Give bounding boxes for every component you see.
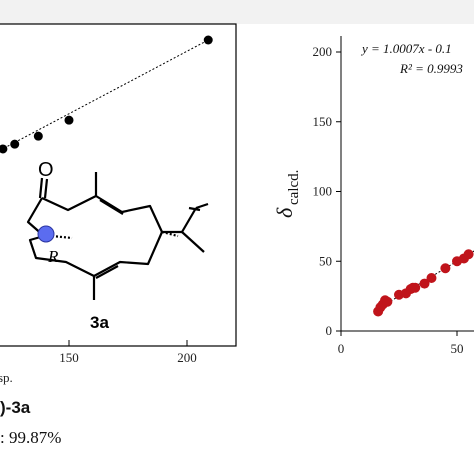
right-data-point [419, 278, 430, 289]
right-y-tick-label: 200 [313, 44, 333, 59]
left-x-tick-label: 200 [177, 350, 197, 365]
ring-top-right [95, 195, 163, 233]
ylabel-symbol: δ [272, 207, 297, 218]
left-x-tick-label: 150 [59, 350, 79, 365]
right-data-point [382, 296, 393, 307]
right-x-tick-label: 0 [338, 341, 345, 356]
isopropenyl-double [195, 202, 209, 210]
caption-line-2: : 99.87% [0, 428, 62, 447]
left-panel: 150 200 sp. O R 3a [0, 23, 237, 385]
right-y-tick-label: 0 [326, 323, 333, 338]
stereocenter-marker [37, 225, 55, 243]
right-x-tick-label: 50 [451, 341, 464, 356]
regression-equation: y = 1.0007x - 0.1 [360, 41, 452, 56]
left-data-point [33, 131, 43, 141]
left-points [0, 35, 213, 154]
right-points [373, 249, 474, 317]
r-squared: R² = 0.9993 [399, 61, 463, 76]
carbonyl-bond-2 [43, 178, 49, 199]
ring-bottom-left [28, 234, 95, 277]
right-x-ticks: 0 50 [338, 331, 464, 356]
left-trendline [0, 39, 209, 151]
left-x-ticks: 150 200 [59, 340, 197, 365]
hashed-bond-right [161, 230, 179, 238]
left-data-point [64, 115, 74, 125]
isopropenyl [162, 207, 197, 234]
stereo-label: R [47, 247, 59, 266]
right-data-point [440, 263, 451, 274]
isopropenyl-methyl [181, 231, 205, 253]
ring-bottom-right [92, 231, 164, 300]
right-y-tick-label: 100 [313, 184, 333, 199]
compound-label: 3a [90, 313, 109, 332]
right-ylabel: δ calcd. [272, 170, 302, 218]
left-data-point [10, 139, 20, 149]
double-bond-bottom [95, 265, 119, 279]
caption-line-1: )-3a [0, 398, 31, 417]
right-y-ticks: 0 50 100 150 200 [313, 44, 341, 338]
right-data-point [410, 282, 421, 293]
ring-top [41, 172, 98, 212]
left-data-point [203, 35, 213, 45]
ylabel-subscript: calcd. [286, 170, 302, 205]
right-y-tick-label: 150 [313, 114, 333, 129]
oxygen-label: O [38, 159, 54, 181]
right-data-point [463, 249, 474, 260]
double-bond-top [99, 199, 124, 215]
hashed-methyl [51, 234, 73, 240]
right-y-tick-label: 50 [319, 253, 332, 268]
carbonyl-bond [38, 177, 44, 199]
left-plot-frame [0, 23, 237, 347]
left-data-point [0, 144, 8, 154]
right-panel: 0 50 100 150 200 0 50 y = 1.0007x - 0.1 R² = … [272, 36, 474, 356]
top-strip [0, 0, 474, 24]
molecule-3a [26, 172, 209, 300]
left-xlabel-fragment: sp. [0, 370, 13, 385]
right-data-point [426, 272, 437, 283]
isopropenyl-methylene [188, 206, 201, 212]
